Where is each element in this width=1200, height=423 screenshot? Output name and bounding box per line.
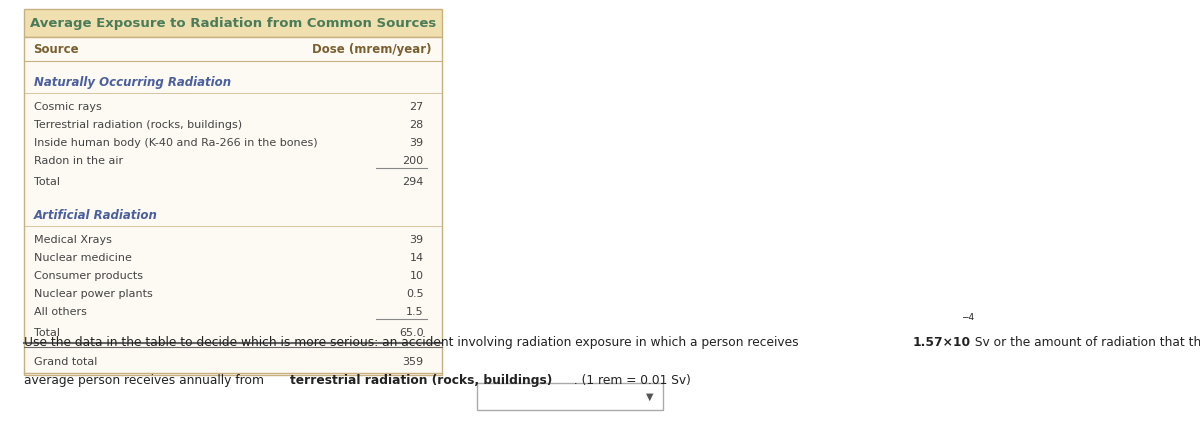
Text: 27: 27 (409, 102, 424, 112)
Text: Dose (mrem/year): Dose (mrem/year) (312, 43, 432, 56)
Text: Cosmic rays: Cosmic rays (34, 102, 101, 112)
Text: Inside human body (K-40 and Ra-266 in the bones): Inside human body (K-40 and Ra-266 in th… (34, 138, 317, 148)
Text: Source: Source (34, 43, 79, 56)
Text: 200: 200 (402, 157, 424, 166)
Text: average person receives annually from: average person receives annually from (24, 374, 268, 387)
Text: 39: 39 (409, 138, 424, 148)
Text: −4: −4 (961, 313, 974, 322)
Text: 10: 10 (409, 271, 424, 281)
Text: All others: All others (34, 307, 86, 317)
Text: Nuclear medicine: Nuclear medicine (34, 253, 132, 263)
Text: Use the data in the table to decide which is more serious: an accident involving: Use the data in the table to decide whic… (24, 336, 803, 349)
Text: ▼: ▼ (646, 392, 653, 401)
Text: Medical Xrays: Medical Xrays (34, 235, 112, 245)
Text: . (1 rem = 0.01 Sv): . (1 rem = 0.01 Sv) (570, 374, 690, 387)
Text: Total: Total (34, 328, 60, 338)
Text: Average Exposure to Radiation from Common Sources: Average Exposure to Radiation from Commo… (30, 17, 436, 30)
Text: Sv or the amount of radiation that the: Sv or the amount of radiation that the (971, 336, 1200, 349)
Text: 14: 14 (409, 253, 424, 263)
Text: 1.57×10: 1.57×10 (912, 336, 971, 349)
Text: terrestrial radiation (rocks, buildings): terrestrial radiation (rocks, buildings) (290, 374, 552, 387)
Text: Grand total: Grand total (34, 357, 97, 367)
Text: 294: 294 (402, 177, 424, 187)
Text: Terrestrial radiation (rocks, buildings): Terrestrial radiation (rocks, buildings) (34, 120, 241, 130)
Text: 65.0: 65.0 (398, 328, 424, 338)
Text: 359: 359 (402, 357, 424, 367)
FancyBboxPatch shape (476, 383, 662, 410)
Text: Total: Total (34, 177, 60, 187)
FancyBboxPatch shape (24, 37, 442, 375)
Text: Artificial Radiation: Artificial Radiation (34, 209, 157, 222)
Text: Radon in the air: Radon in the air (34, 157, 122, 166)
Text: Nuclear power plants: Nuclear power plants (34, 289, 152, 299)
Text: 39: 39 (409, 235, 424, 245)
FancyBboxPatch shape (24, 9, 442, 37)
Text: 0.5: 0.5 (406, 289, 424, 299)
Text: 28: 28 (409, 120, 424, 130)
Text: Consumer products: Consumer products (34, 271, 143, 281)
Text: Naturally Occurring Radiation: Naturally Occurring Radiation (34, 76, 230, 89)
Text: 1.5: 1.5 (406, 307, 424, 317)
